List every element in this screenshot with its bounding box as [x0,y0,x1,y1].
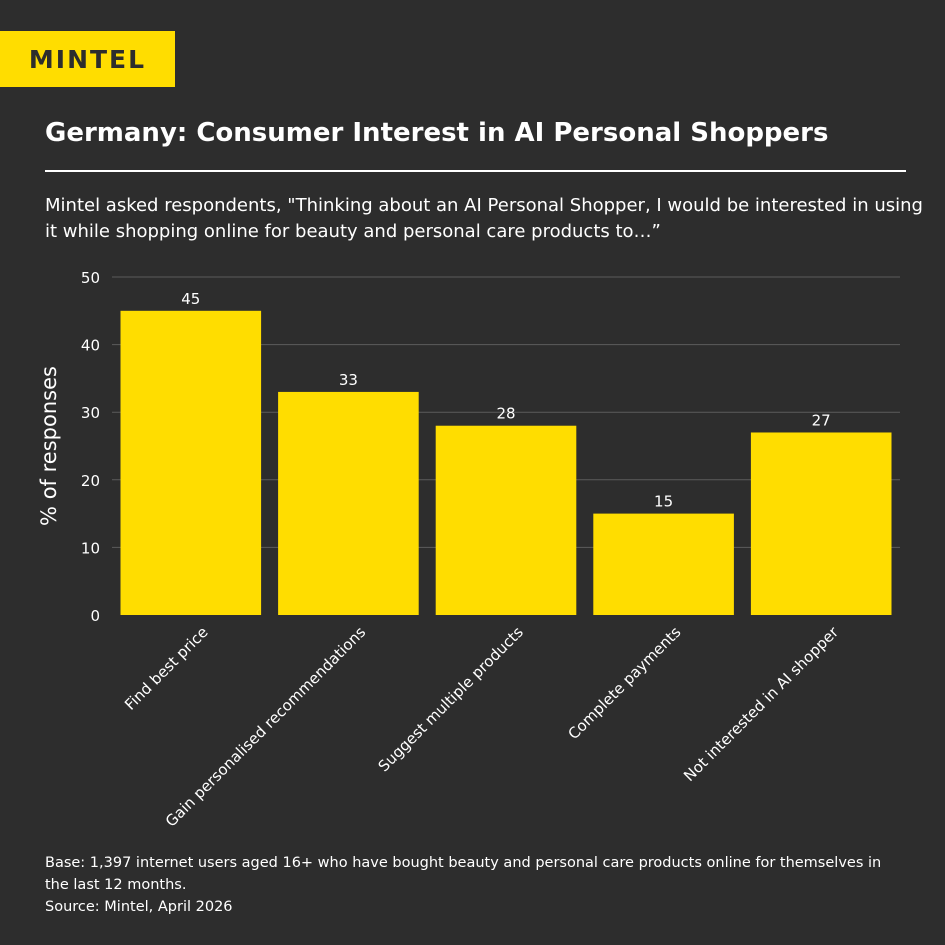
x-tick-label: Suggest multiple products [375,623,527,775]
chart-title: Germany: Consumer Interest in AI Persona… [45,118,829,148]
data-label: 33 [339,371,358,389]
bar [120,310,262,615]
data-label: 28 [496,405,515,423]
bar [593,513,734,615]
y-tick-label: 0 [90,607,100,625]
bar [750,432,892,615]
mintel-logo: MINTEL [0,31,175,87]
footnote-base: Base: 1,397 internet users aged 16+ who … [45,855,882,893]
data-label: 27 [812,411,831,429]
data-label: 15 [654,493,673,511]
y-tick-label: 40 [81,337,100,355]
y-tick-label: 50 [81,269,100,287]
data-label: 45 [181,290,200,308]
footnote-source: Source: Mintel, April 2026 [45,899,233,915]
bar [435,425,577,615]
x-tick-label: Find best price [121,623,212,714]
title-divider [45,170,906,172]
y-tick-label: 20 [81,472,100,490]
y-tick-label: 30 [81,404,100,422]
y-axis-label: % of responses [37,366,61,526]
chart-subtitle: Mintel asked respondents, "Thinking abou… [45,195,923,242]
logo-text: MINTEL [28,44,147,74]
footnote: Base: 1,397 internet users aged 16+ who … [45,852,905,918]
x-tick-label: Not interested in AI shopper [680,623,842,785]
x-tick-label: Complete payments [564,623,684,743]
y-tick-label: 10 [81,539,100,557]
bar [278,391,419,615]
